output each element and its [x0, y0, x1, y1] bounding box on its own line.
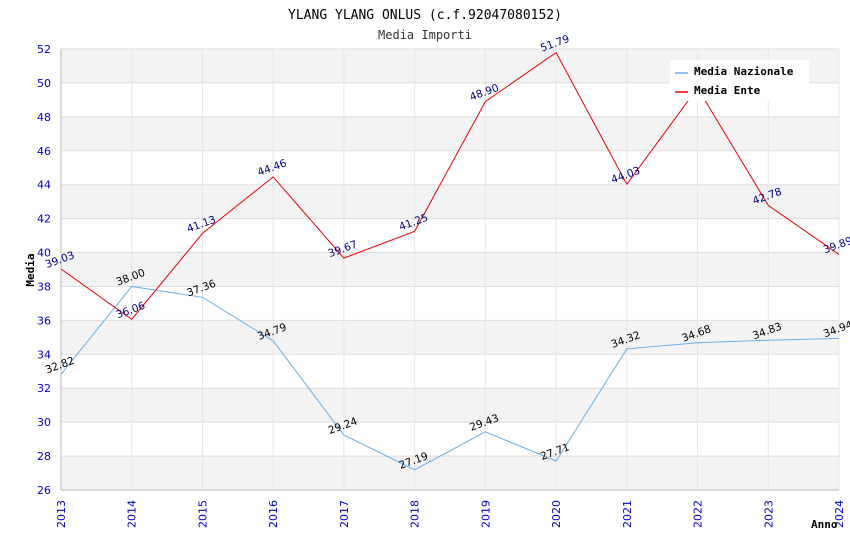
- grid-band: [61, 150, 839, 185]
- x-tick-label: 2016: [267, 500, 280, 528]
- grid-band: [61, 388, 839, 423]
- y-axis-label: Media: [24, 253, 37, 286]
- x-tick-label: 2023: [762, 500, 775, 528]
- y-tick-label: 40: [37, 247, 51, 260]
- y-tick-label: 32: [37, 382, 51, 395]
- x-axis-label: Anno: [811, 518, 838, 531]
- x-tick-label: 2024: [833, 500, 846, 528]
- y-tick-label: 48: [37, 111, 51, 124]
- y-tick-label: 26: [37, 484, 51, 497]
- y-tick-label: 52: [37, 43, 51, 56]
- chart-title: YLANG YLANG ONLUS (c.f.92047080152): [288, 8, 562, 23]
- series-line-0: [60, 285, 840, 471]
- y-tick-label: 34: [37, 348, 51, 361]
- legend-label-ente: Media Ente: [694, 84, 761, 97]
- grid-band: [61, 218, 839, 253]
- x-tick-label: 2022: [692, 500, 705, 528]
- y-tick-label: 28: [37, 450, 51, 463]
- x-tick-label: 2021: [621, 500, 634, 528]
- legend-box: [670, 60, 809, 101]
- x-tick-label: 2017: [338, 500, 351, 528]
- x-tick-label: 2018: [409, 500, 422, 528]
- y-axis-ticks: 26 28 30 32 34 36 38 40 42 44 46 48 50 52: [37, 43, 51, 497]
- grid-band: [61, 320, 839, 355]
- series-group: [60, 51, 840, 471]
- y-tick-label: 50: [37, 77, 51, 90]
- grid-band: [61, 354, 839, 389]
- grid-band: [61, 116, 839, 151]
- grid-bands: [60, 48, 840, 491]
- chart-subtitle: Media Importi: [378, 28, 472, 42]
- x-tick-label: 2020: [550, 500, 563, 528]
- x-tick-label: 2015: [196, 500, 209, 528]
- y-tick-label: 42: [37, 213, 51, 226]
- grid-band: [61, 252, 839, 287]
- y-tick-label: 30: [37, 416, 51, 429]
- y-tick-label: 46: [37, 145, 51, 158]
- x-tick-label: 2019: [479, 500, 492, 528]
- grid-band: [61, 286, 839, 321]
- series-line-1: [60, 51, 840, 321]
- grid-band: [61, 184, 839, 219]
- legend-label-nazionale: Media Nazionale: [694, 65, 794, 78]
- y-tick-label: 44: [37, 179, 51, 192]
- grid-band: [61, 456, 839, 490]
- y-tick-label: 36: [37, 314, 51, 327]
- legend: Media Nazionale Media Ente: [670, 60, 809, 101]
- x-tick-label: 2013: [55, 500, 68, 528]
- x-tick-label: 2014: [126, 500, 139, 528]
- x-axis-ticks: 2013 2014 2015 2016 2017 2018 2019 2020 2021 2022…: [55, 500, 846, 528]
- y-tick-label: 38: [37, 280, 51, 293]
